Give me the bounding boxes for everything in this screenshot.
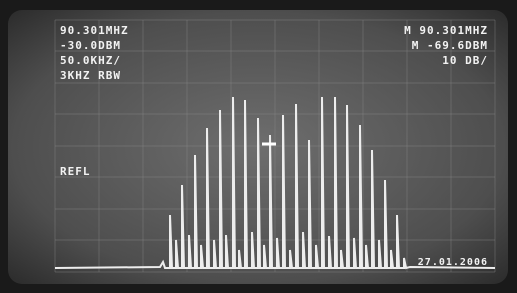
page: {"screen": { "top_left": ["90.301MHZ", "… — [0, 0, 517, 293]
ref-level: -30.0DBM — [60, 39, 121, 52]
center-freq: 90.301MHZ — [60, 24, 129, 37]
marker-level: M -69.6DBM — [412, 39, 488, 52]
date-stamp: 27.01.2006 — [418, 257, 488, 268]
span: 50.0KHZ/ — [60, 54, 121, 67]
scale: 10 DB/ — [442, 54, 488, 67]
marker-label: REFL — [60, 165, 91, 178]
rbw: 3KHZ RBW — [60, 69, 121, 82]
analyzer-photo: 90.301MHZ -30.0DBM 50.0KHZ/ 3KHZ RBW M 9… — [0, 0, 517, 293]
marker-freq: M 90.301MHZ — [404, 24, 488, 37]
